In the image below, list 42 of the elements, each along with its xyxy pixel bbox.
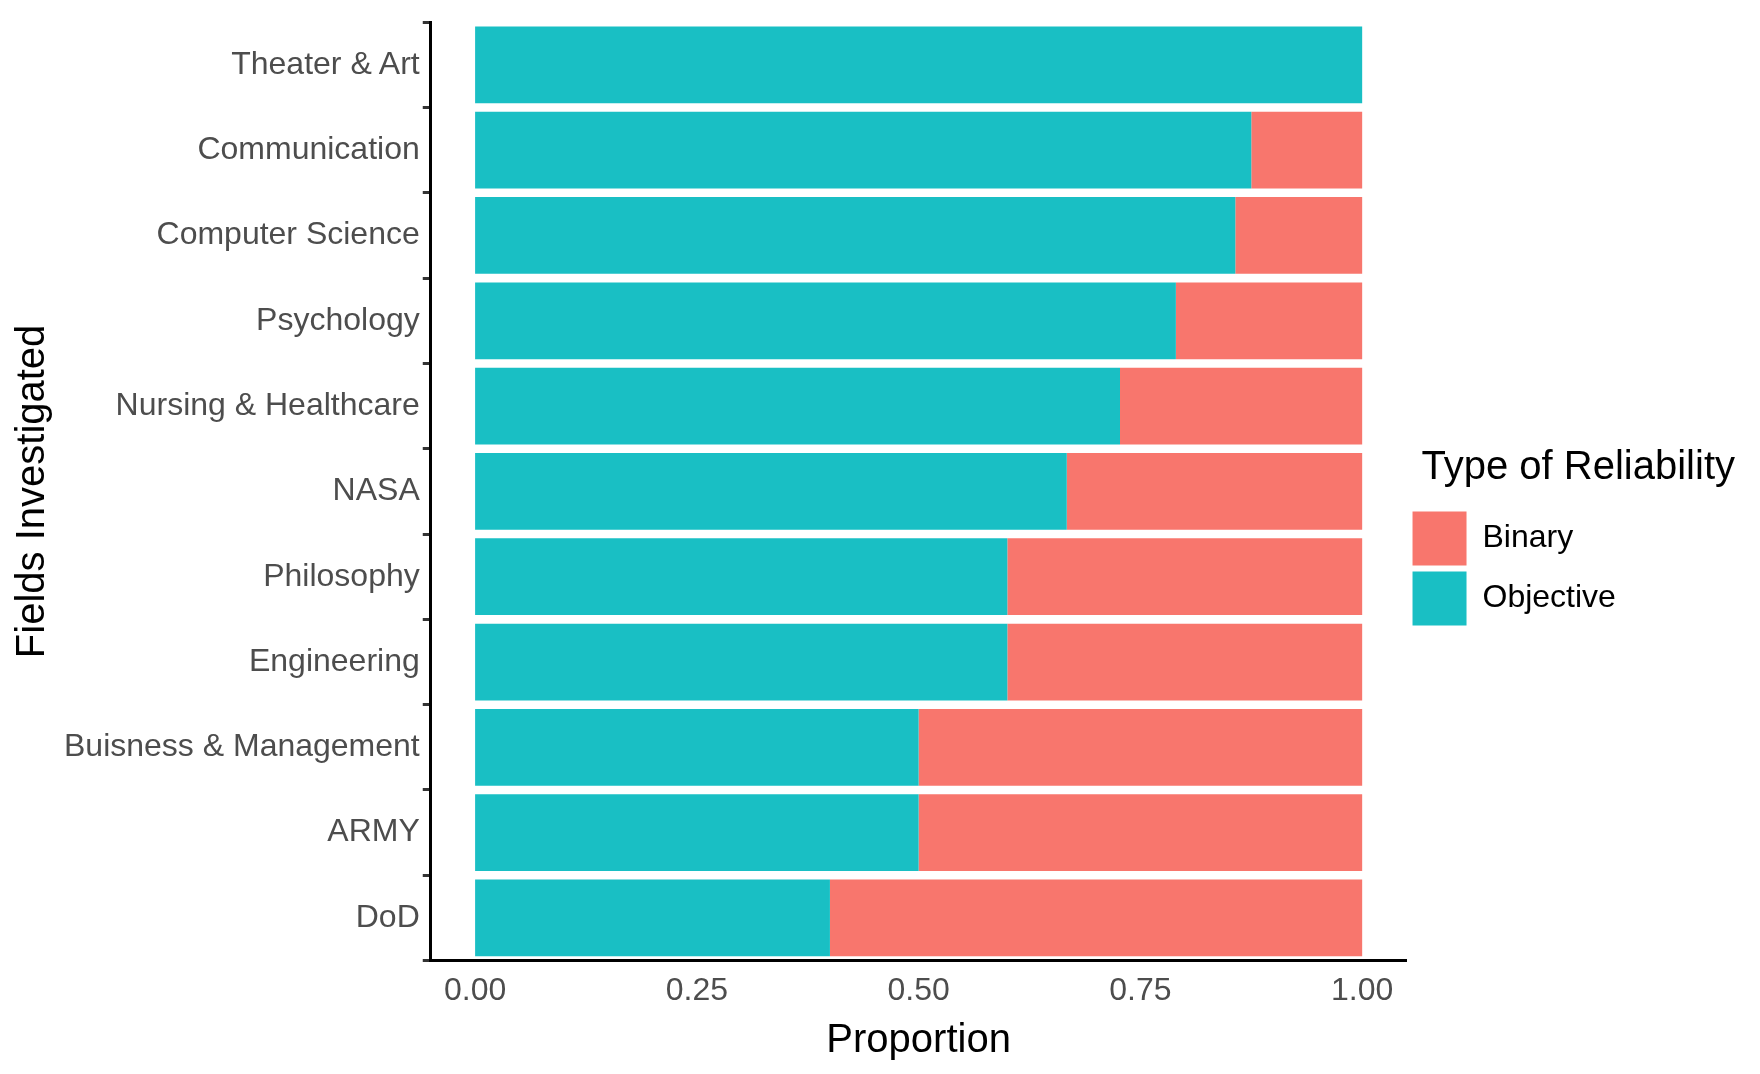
bar	[1175, 282, 1363, 360]
y-tick-label: Nursing & Healthcare	[115, 385, 420, 422]
y-tick-label: Communication	[197, 129, 420, 166]
x-tick-label: 0.00	[443, 970, 507, 1007]
bar	[475, 367, 1120, 445]
legend-label: Objective	[1482, 578, 1616, 615]
bar	[1007, 623, 1363, 701]
bar	[1251, 111, 1363, 189]
x-tick-label: 0.25	[665, 970, 729, 1007]
y-tick-label: Computer Science	[156, 215, 420, 252]
x-axis-title: Proportion	[826, 1016, 1011, 1061]
x-tick-label: 0.50	[887, 970, 950, 1007]
legend-title: Type of Reliability	[1421, 442, 1735, 487]
y-tick-label: Buisness & Management	[64, 727, 420, 764]
y-tick-label: Philosophy	[263, 556, 420, 593]
y-tick-label: Theater & Art	[231, 44, 420, 81]
bar	[475, 623, 1008, 701]
x-tick-label: 1.00	[1331, 970, 1394, 1007]
bar	[1007, 538, 1363, 616]
bar	[475, 708, 919, 786]
y-axis-title: Fields Investigated	[8, 324, 53, 659]
y-tick-label: NASA	[332, 471, 421, 508]
bar	[829, 879, 1363, 957]
bar	[918, 708, 1363, 786]
bar	[475, 453, 1067, 530]
y-tick-label: Engineering	[248, 641, 420, 678]
legend-label: Binary	[1482, 518, 1574, 555]
bar	[475, 794, 919, 872]
y-tick-label: Psychology	[256, 300, 420, 337]
bar	[475, 26, 1363, 104]
bar	[475, 282, 1176, 360]
bar	[1235, 197, 1363, 274]
bar	[475, 111, 1252, 189]
bar	[475, 538, 1008, 616]
y-tick-label: ARMY	[327, 812, 420, 849]
x-tick-label: 0.75	[1109, 970, 1172, 1007]
bar	[1120, 367, 1363, 445]
bar	[475, 197, 1236, 274]
y-tick-label: DoD	[355, 897, 420, 934]
bar	[1066, 453, 1363, 530]
bar	[918, 794, 1363, 872]
bar	[475, 879, 830, 957]
